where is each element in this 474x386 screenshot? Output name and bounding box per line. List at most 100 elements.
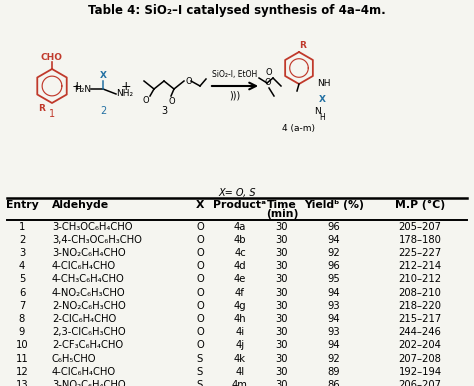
Text: 218–220: 218–220 <box>399 301 441 311</box>
Text: 7: 7 <box>19 301 25 311</box>
Text: 3: 3 <box>19 248 25 258</box>
Text: 4-NO₂C₆H₃CHO: 4-NO₂C₆H₃CHO <box>52 288 126 298</box>
Text: 2: 2 <box>19 235 25 245</box>
Text: O: O <box>196 274 204 284</box>
Text: 30: 30 <box>276 380 288 386</box>
Text: 4m: 4m <box>232 380 248 386</box>
Text: 30: 30 <box>276 288 288 298</box>
Text: NH₂: NH₂ <box>116 90 133 98</box>
Text: +: + <box>121 80 131 93</box>
Text: 30: 30 <box>276 314 288 324</box>
Text: SiO₂-I, EtOH: SiO₂-I, EtOH <box>212 70 258 79</box>
Text: O: O <box>196 301 204 311</box>
Text: 4b: 4b <box>234 235 246 245</box>
Text: 94: 94 <box>328 340 340 350</box>
Text: O: O <box>142 96 149 105</box>
Text: 2: 2 <box>100 106 106 116</box>
Text: H₂N: H₂N <box>74 85 91 93</box>
Text: O: O <box>186 76 192 86</box>
Text: 5: 5 <box>19 274 25 284</box>
Text: 202–204: 202–204 <box>399 340 441 350</box>
Text: 208–210: 208–210 <box>399 288 441 298</box>
Text: 11: 11 <box>16 354 28 364</box>
Text: 30: 30 <box>276 327 288 337</box>
Text: 30: 30 <box>276 354 288 364</box>
Text: 10: 10 <box>16 340 28 350</box>
Text: 3-NO₂C₆H₄CHO: 3-NO₂C₆H₄CHO <box>52 248 126 258</box>
Text: 2,3-ClC₆H₃CHO: 2,3-ClC₆H₃CHO <box>52 327 126 337</box>
Text: 2-ClC₆H₄CHO: 2-ClC₆H₄CHO <box>52 314 116 324</box>
Text: 93: 93 <box>328 301 340 311</box>
Text: O: O <box>196 288 204 298</box>
Text: 96: 96 <box>328 261 340 271</box>
Text: O: O <box>196 261 204 271</box>
Text: 3-NO₂C₆H₄CHO: 3-NO₂C₆H₄CHO <box>52 380 126 386</box>
Text: O: O <box>196 340 204 350</box>
Text: O: O <box>169 97 175 106</box>
Text: S: S <box>197 354 203 364</box>
Text: 210–212: 210–212 <box>399 274 442 284</box>
Text: 4h: 4h <box>234 314 246 324</box>
Text: Productᵃ: Productᵃ <box>213 200 266 210</box>
Text: Yieldᵇ (%): Yieldᵇ (%) <box>304 200 364 210</box>
Text: 3-CH₃OC₆H₄CHO: 3-CH₃OC₆H₄CHO <box>52 222 133 232</box>
Text: 215–217: 215–217 <box>398 314 442 324</box>
Text: X: X <box>100 71 107 80</box>
Text: 30: 30 <box>276 274 288 284</box>
Text: 93: 93 <box>328 327 340 337</box>
Text: M.P (°C): M.P (°C) <box>395 200 445 210</box>
Text: O: O <box>196 235 204 245</box>
Text: 86: 86 <box>328 380 340 386</box>
Text: 30: 30 <box>276 248 288 258</box>
Text: O: O <box>196 222 204 232</box>
Text: 96: 96 <box>328 222 340 232</box>
Text: 4e: 4e <box>234 274 246 284</box>
Text: Time: Time <box>267 200 297 210</box>
Text: 2-NO₂C₆H₃CHO: 2-NO₂C₆H₃CHO <box>52 301 126 311</box>
Text: 4l: 4l <box>236 367 245 377</box>
Text: 4g: 4g <box>234 301 246 311</box>
Text: 89: 89 <box>328 367 340 377</box>
Text: X: X <box>196 200 204 210</box>
Text: R: R <box>38 104 45 113</box>
Text: 6: 6 <box>19 288 25 298</box>
Text: 206–207: 206–207 <box>399 380 441 386</box>
Text: R: R <box>300 41 306 50</box>
Text: O: O <box>196 248 204 258</box>
Text: +: + <box>72 80 82 93</box>
Text: X: X <box>319 95 326 103</box>
Text: C₆H₅CHO: C₆H₅CHO <box>52 354 97 364</box>
Text: 207–208: 207–208 <box>399 354 441 364</box>
Text: X= O, S: X= O, S <box>218 188 256 198</box>
Text: 30: 30 <box>276 222 288 232</box>
Text: 30: 30 <box>276 261 288 271</box>
Text: O: O <box>196 327 204 337</box>
Text: Aldehyde: Aldehyde <box>52 200 109 210</box>
Text: H: H <box>319 112 325 122</box>
Text: 212–214: 212–214 <box>399 261 442 271</box>
Text: 4f: 4f <box>235 288 245 298</box>
Text: 1: 1 <box>19 222 25 232</box>
Text: 4-ClC₆H₄CHO: 4-ClC₆H₄CHO <box>52 367 116 377</box>
Text: O: O <box>196 314 204 324</box>
Text: 30: 30 <box>276 367 288 377</box>
Text: 30: 30 <box>276 235 288 245</box>
Text: 225–227: 225–227 <box>398 248 442 258</box>
Text: S: S <box>197 367 203 377</box>
Text: 9: 9 <box>19 327 25 337</box>
Text: 4 (a-m): 4 (a-m) <box>283 124 316 133</box>
Text: 4i: 4i <box>236 327 245 337</box>
Text: 12: 12 <box>16 367 28 377</box>
Text: 178–180: 178–180 <box>399 235 441 245</box>
Text: O: O <box>264 78 271 87</box>
Text: 4j: 4j <box>236 340 245 350</box>
Text: 3: 3 <box>161 106 167 116</box>
Text: ))): ))) <box>229 90 241 100</box>
Text: 94: 94 <box>328 235 340 245</box>
Text: CHO: CHO <box>41 53 63 62</box>
Text: 92: 92 <box>328 248 340 258</box>
Text: O: O <box>265 68 272 77</box>
Text: S: S <box>197 380 203 386</box>
Text: NH: NH <box>317 80 330 88</box>
Text: 4c: 4c <box>234 248 246 258</box>
